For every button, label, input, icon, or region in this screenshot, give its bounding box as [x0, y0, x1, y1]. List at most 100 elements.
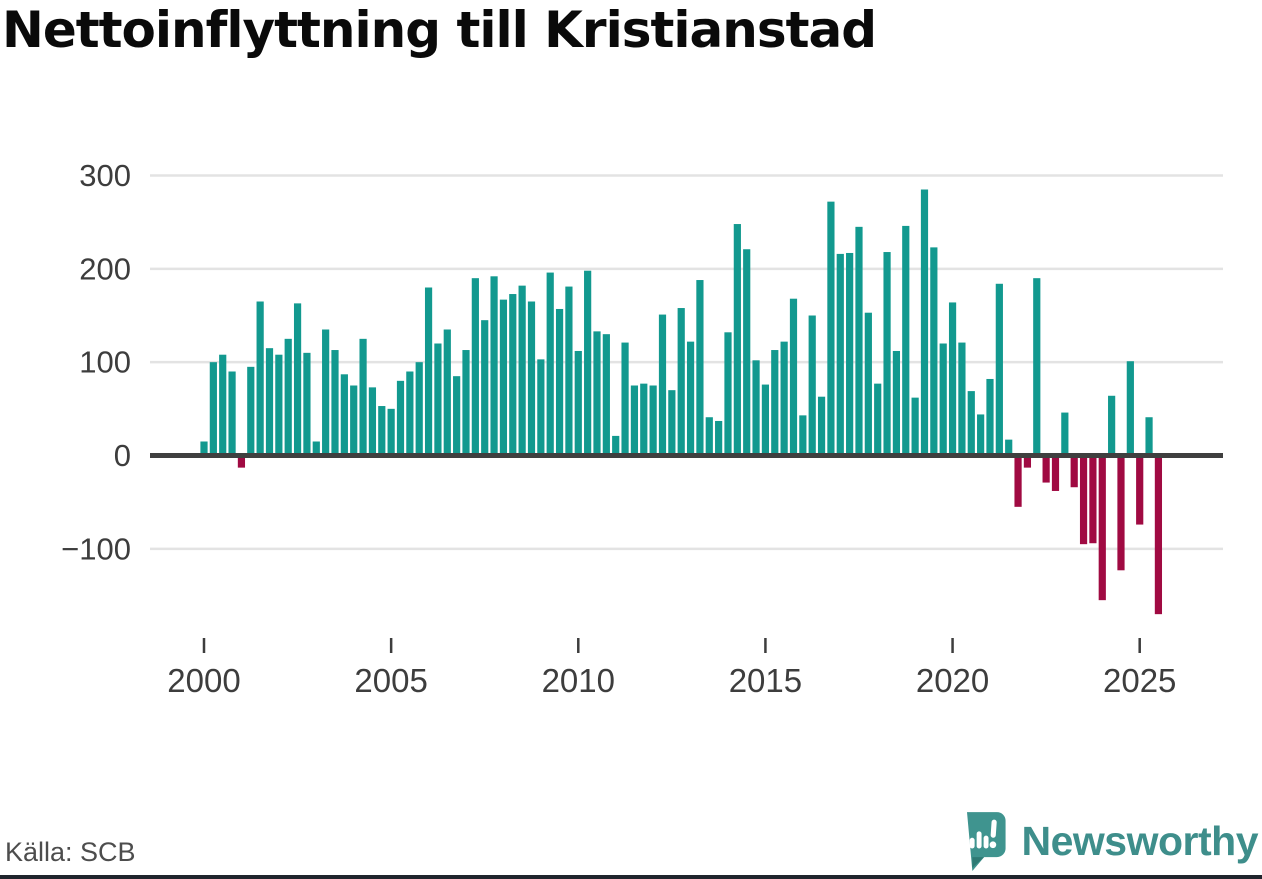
bar-2021-q2 [995, 283, 1003, 456]
y-axis-label-300: 300 [79, 158, 131, 193]
bar-2023-q2 [1070, 455, 1078, 488]
bar-2018-q4 [902, 225, 910, 456]
bar-2004-q3 [368, 387, 377, 456]
bar-2012-q1 [649, 385, 657, 456]
bar-2017-q3 [855, 226, 863, 456]
bar-2006-q2 [434, 343, 442, 456]
brand-name: Newsworthy [1021, 817, 1259, 864]
bar-2023-q4 [1089, 455, 1097, 544]
bar-2017-q1 [836, 253, 844, 456]
bar-2010-q2 [584, 270, 592, 456]
bar-2004-q1 [350, 385, 358, 456]
bar-2002-q3 [293, 303, 302, 456]
bar-2013-q1 [686, 341, 695, 456]
bar-2006-q4 [453, 376, 461, 456]
bar-2000-q2 [209, 362, 217, 456]
bar-2007-q3 [481, 320, 489, 456]
bar-2012-q4 [677, 308, 685, 456]
bar-2018-q2 [883, 252, 891, 456]
bar-2020-q2 [958, 342, 966, 456]
bar-2023-q1 [1061, 412, 1069, 456]
zero-axis-line [150, 453, 1223, 458]
bar-2002-q4 [303, 352, 311, 456]
x-axis-label-2005: 2005 [354, 662, 427, 699]
bar-2020-q4 [977, 414, 985, 456]
bar-2014-q4 [752, 360, 760, 456]
bar-2014-q3 [743, 249, 751, 456]
bar-2021-q4 [1014, 455, 1022, 507]
page-title: Nettoinflyttning till Kristianstad [2, 1, 877, 59]
bar-2019-q1 [911, 397, 919, 456]
source-note: Källa: SCB [5, 837, 136, 867]
bar-2025-q1 [1136, 455, 1144, 525]
bar-2011-q4 [640, 383, 648, 456]
bar-2010-q1 [574, 350, 582, 456]
bar-2009-q1 [537, 359, 545, 456]
bar-2010-q3 [593, 331, 601, 456]
bar-2001-q2 [247, 366, 255, 456]
bar-2022-q1 [1023, 455, 1032, 468]
bar-2020-q1 [948, 302, 957, 456]
bar-2010-q4 [602, 334, 610, 456]
bar-2018-q1 [874, 383, 882, 456]
bar-2015-q3 [780, 341, 788, 456]
bar-2024-q4 [1126, 361, 1134, 456]
bar-2022-q3 [1042, 455, 1050, 483]
bar-2019-q3 [930, 247, 938, 456]
bar-2000-q1 [200, 441, 208, 456]
bar-2000-q3 [219, 354, 227, 456]
bar-2016-q3 [817, 396, 826, 456]
bar-2002-q2 [284, 338, 292, 456]
bar-2024-q3 [1117, 455, 1125, 571]
bar-2015-q1 [761, 384, 770, 456]
bar-2014-q2 [733, 224, 741, 456]
bar-2006-q3 [443, 329, 451, 456]
bar-2016-q1 [799, 415, 807, 456]
bar-2003-q3 [331, 350, 339, 456]
bottom-accent-strip [0, 875, 1262, 879]
bar-2012-q2 [658, 314, 667, 456]
bar-2009-q4 [565, 286, 573, 456]
x-axis-label-2020: 2020 [916, 662, 989, 699]
bar-2005-q1 [387, 408, 395, 456]
bar-2009-q3 [555, 308, 564, 456]
bar-2005-q2 [396, 380, 405, 456]
brand-lockup: Newsworthy [956, 811, 1259, 871]
bar-2006-q1 [424, 287, 433, 456]
bar-2003-q4 [340, 374, 348, 456]
bar-2007-q1 [462, 350, 470, 456]
bar-2024-q1 [1098, 455, 1106, 601]
bar-2013-q3 [705, 417, 713, 456]
bar-2019-q2 [920, 189, 929, 456]
bar-2020-q3 [967, 391, 975, 456]
bar-2013-q2 [696, 280, 704, 456]
y-axis-label--100: −100 [61, 531, 131, 566]
bar-2022-q4 [1051, 455, 1060, 491]
y-axis-label-200: 200 [79, 251, 131, 286]
y-axis-label-100: 100 [79, 345, 131, 380]
bar-2008-q1 [499, 299, 508, 456]
x-axis-label-2015: 2015 [729, 662, 802, 699]
bar-2014-q1 [724, 332, 732, 456]
bar-2001-q3 [256, 301, 264, 456]
bar-2015-q4 [789, 298, 798, 456]
bar-2001-q1 [237, 455, 246, 468]
x-axis-label-2025: 2025 [1103, 662, 1176, 699]
bar-2021-q1 [986, 378, 994, 456]
bar-2007-q2 [471, 278, 479, 456]
bar-2017-q2 [846, 252, 854, 456]
x-axis-label-2010: 2010 [542, 662, 615, 699]
bar-2016-q2 [808, 315, 816, 456]
bar-2002-q1 [275, 354, 283, 456]
bar-2008-q3 [518, 285, 526, 456]
bar-2016-q4 [827, 201, 835, 456]
bar-2004-q4 [378, 406, 386, 456]
y-axis-label-0: 0 [114, 438, 131, 473]
bar-2009-q2 [546, 272, 554, 456]
bar-2008-q4 [527, 301, 536, 456]
bar-2001-q4 [265, 348, 274, 456]
bar-2023-q3 [1079, 455, 1088, 545]
bar-2021-q3 [1005, 439, 1013, 456]
bar-2013-q4 [715, 420, 723, 456]
